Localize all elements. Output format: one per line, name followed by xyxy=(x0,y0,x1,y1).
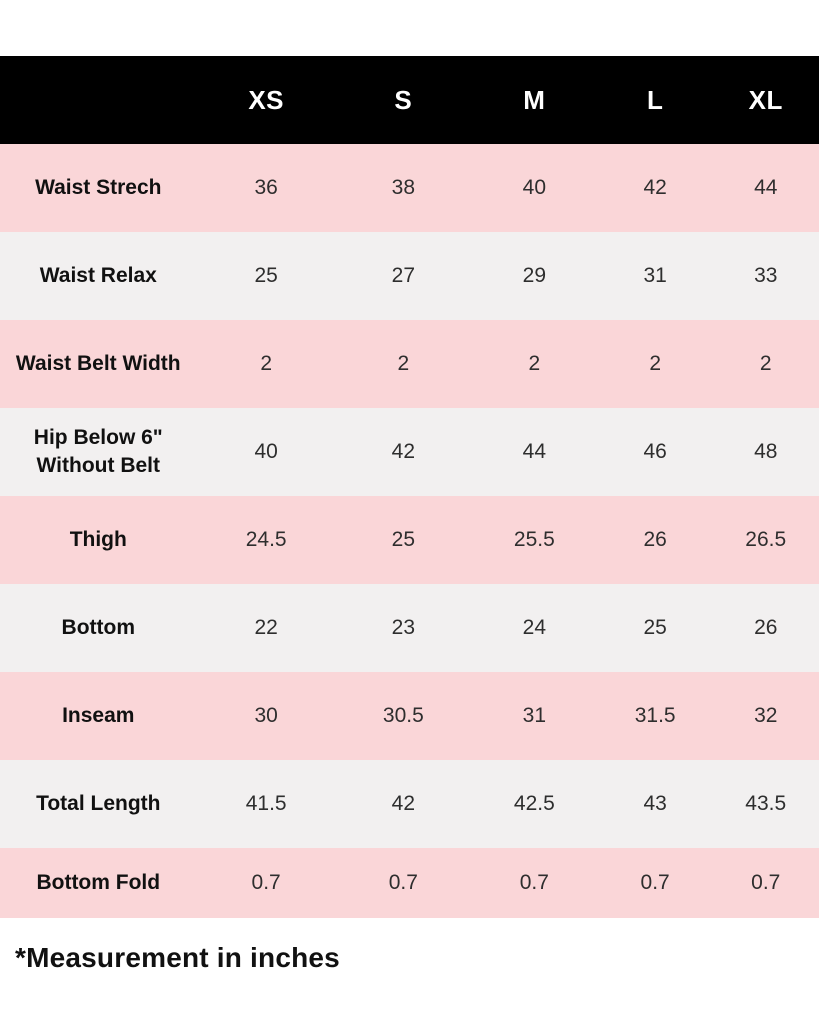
header-empty-cell xyxy=(0,56,197,144)
value-cell: 32 xyxy=(754,704,778,727)
value-cell: 36 xyxy=(254,176,278,199)
row-label-cell: Hip Below 6" Without Belt xyxy=(33,425,163,477)
size-header-cell: XS xyxy=(248,84,284,115)
table-body: Waist Strech 36 38 40 42 44 Waist Relax 25 27 29 3… xyxy=(0,144,819,918)
table-row: Waist Relax 25 27 29 31 33 xyxy=(0,232,819,320)
row-label-cell: Waist Relax xyxy=(39,263,157,287)
table-row: Bottom Fold 0.7 0.7 0.7 0.7 0.7 xyxy=(0,848,819,918)
row-label-cell: Bottom xyxy=(61,615,136,639)
value-cell: 30 xyxy=(254,704,278,727)
value-cell: 41.5 xyxy=(245,792,287,815)
value-cell: 31 xyxy=(522,704,547,727)
value-cell: 42 xyxy=(391,792,415,815)
row-label-cell: Waist Belt Width xyxy=(15,351,181,375)
table-row: Bottom 22 23 24 25 26 xyxy=(0,584,819,672)
value-cell: 48 xyxy=(754,440,778,463)
value-cell: 24 xyxy=(522,616,547,639)
table-row: Hip Below 6" Without Belt 40 42 44 46 48 xyxy=(0,408,819,496)
size-header-cell: M xyxy=(523,84,546,115)
value-cell: 42.5 xyxy=(513,792,555,815)
value-cell: 40 xyxy=(522,176,547,199)
value-cell: 24.5 xyxy=(245,528,287,551)
value-cell: 2 xyxy=(649,352,661,375)
row-label-cell: Total Length xyxy=(36,791,161,815)
row-label-cell: Waist Strech xyxy=(35,175,162,199)
value-cell: 42 xyxy=(391,440,415,463)
value-cell: 0.7 xyxy=(251,871,281,894)
value-cell: 2 xyxy=(759,352,772,375)
value-cell: 25.5 xyxy=(513,528,555,551)
value-cell: 40 xyxy=(254,440,278,463)
value-cell: 23 xyxy=(391,616,415,639)
value-cell: 44 xyxy=(754,176,778,199)
value-cell: 0.7 xyxy=(519,871,549,894)
value-cell: 26 xyxy=(754,616,778,639)
value-cell: 26 xyxy=(643,528,667,551)
value-cell: 2 xyxy=(528,352,541,375)
size-chart-page: XS S M L XL Waist Strech 36 38 40 42 44 Waist Rela… xyxy=(0,56,819,1024)
value-cell: 46 xyxy=(643,440,667,463)
value-cell: 42 xyxy=(643,176,667,199)
row-label-cell: Thigh xyxy=(69,527,127,551)
value-cell: 2 xyxy=(397,352,410,375)
value-cell: 0.7 xyxy=(640,871,670,894)
table-row: Waist Strech 36 38 40 42 44 xyxy=(0,144,819,232)
value-cell: 27 xyxy=(391,264,415,287)
size-header-cell: L xyxy=(646,84,664,115)
table-row: Inseam 30 30.5 31 31.5 32 xyxy=(0,672,819,760)
value-cell: 29 xyxy=(522,264,547,287)
value-cell: 43.5 xyxy=(745,792,787,815)
value-cell: 30.5 xyxy=(382,704,424,727)
measurement-note: *Measurement in inches xyxy=(15,942,340,973)
size-chart-table: XS S M L XL Waist Strech 36 38 40 42 44 Waist Rela… xyxy=(0,56,819,918)
size-header-cell: S xyxy=(394,84,413,115)
value-cell: 43 xyxy=(643,792,667,815)
value-cell: 25 xyxy=(254,264,278,287)
value-cell: 2 xyxy=(260,352,272,375)
table-row: Waist Belt Width 2 2 2 2 2 xyxy=(0,320,819,408)
value-cell: 25 xyxy=(391,528,415,551)
table-row: Thigh 24.5 25 25.5 26 26.5 xyxy=(0,496,819,584)
value-cell: 26.5 xyxy=(745,528,787,551)
value-cell: 22 xyxy=(254,616,278,639)
value-cell: 44 xyxy=(522,440,547,463)
table-row: Total Length 41.5 42 42.5 43 43.5 xyxy=(0,760,819,848)
value-cell: 31 xyxy=(643,264,667,287)
size-header-cell: XL xyxy=(748,84,783,115)
value-cell: 33 xyxy=(754,264,778,287)
value-cell: 25 xyxy=(643,616,667,639)
row-label-cell: Bottom Fold xyxy=(36,870,161,894)
value-cell: 38 xyxy=(391,176,415,199)
header-row: XS S M L XL xyxy=(0,56,819,144)
row-label-cell: Inseam xyxy=(62,703,135,727)
value-cell: 0.7 xyxy=(751,871,781,894)
value-cell: 0.7 xyxy=(388,871,418,894)
value-cell: 31.5 xyxy=(634,704,676,727)
